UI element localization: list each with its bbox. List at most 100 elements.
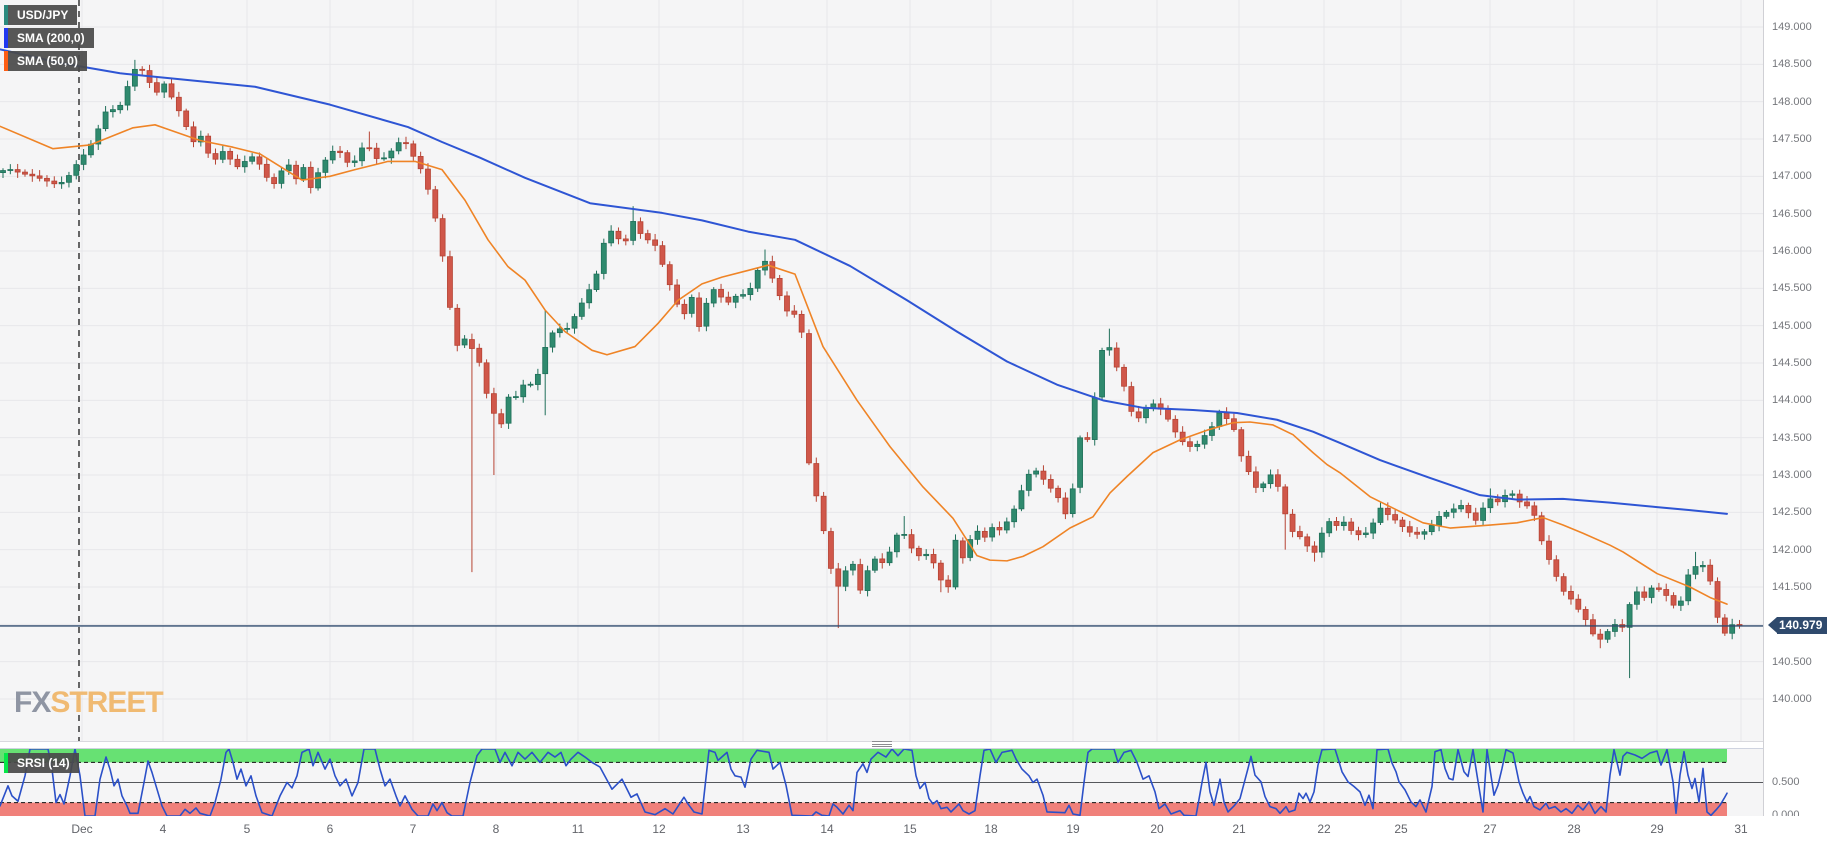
date-axis-label: 22	[1317, 822, 1331, 836]
sma50-badge[interactable]: SMA (50,0)	[4, 51, 87, 71]
candle-body	[1348, 521, 1355, 531]
date-axis-label: 25	[1394, 822, 1408, 836]
price-axis-label: 143.500	[1772, 431, 1812, 444]
sma200-badge[interactable]: SMA (200,0)	[4, 28, 94, 48]
candle-body	[124, 86, 131, 106]
candle-body	[1699, 565, 1706, 568]
price-axis[interactable]: 140.979 149.000 148.500 148.000 147.500 147.…	[1763, 0, 1835, 821]
price-axis-label: 146.000	[1772, 245, 1812, 257]
candle-body	[1421, 531, 1428, 535]
candle-body	[615, 230, 622, 240]
candle-body	[578, 302, 585, 317]
candle-body	[95, 128, 102, 145]
candle-body	[29, 173, 36, 177]
candle-body	[710, 289, 717, 304]
candle-body	[1326, 521, 1333, 534]
candle-body	[1509, 493, 1516, 496]
candle-body	[1099, 350, 1105, 398]
candle-body	[915, 547, 922, 557]
candle-body	[1340, 521, 1347, 527]
candle-body	[1677, 600, 1684, 606]
candle-body	[351, 160, 358, 163]
candle-body	[996, 527, 1003, 531]
candle-body	[1216, 412, 1223, 427]
price-axis-label: 142.000	[1772, 543, 1812, 556]
candle-body	[791, 310, 798, 315]
srsi-axis-label: 0.500	[1772, 775, 1800, 788]
watermark-street: STREET	[50, 686, 163, 719]
candle-body	[278, 170, 285, 184]
date-axis-label: 29	[1650, 822, 1664, 836]
candle-body	[842, 570, 849, 587]
candle-body	[828, 531, 834, 569]
candle-body	[923, 553, 930, 557]
candle-body	[1121, 366, 1127, 387]
candle-body	[117, 104, 124, 111]
candle-body	[161, 83, 168, 93]
candle-body	[359, 147, 365, 162]
candle-body	[1458, 505, 1464, 510]
last-price-badge: 140.979	[1768, 616, 1828, 634]
candle-body	[80, 154, 87, 165]
price-axis-label: 145.500	[1772, 282, 1812, 295]
candle-body	[1055, 487, 1061, 499]
candle-body	[1194, 443, 1201, 447]
candle-body	[1113, 347, 1120, 368]
candle-body	[1040, 470, 1047, 480]
date-axis-label: 18	[984, 822, 998, 836]
srsi-badge[interactable]: SRSI (14)	[4, 753, 79, 773]
candle-body	[1047, 479, 1054, 489]
candle-body	[271, 177, 277, 185]
candle-body	[1414, 531, 1421, 535]
candle-body	[754, 270, 761, 289]
candle-body	[556, 328, 563, 334]
candle-body	[1135, 411, 1142, 419]
candle-body	[644, 233, 651, 241]
candle-body	[666, 264, 673, 286]
candle-body	[14, 169, 21, 173]
candle-body	[1091, 397, 1098, 440]
candle-body	[1296, 531, 1303, 538]
candle-body	[1274, 474, 1281, 487]
candle-body	[1333, 521, 1340, 526]
candle-body	[241, 161, 248, 168]
candle-body	[505, 396, 512, 424]
last-price-value: 140.979	[1777, 616, 1828, 634]
candle-body	[1568, 591, 1574, 600]
candle-body	[1663, 589, 1670, 596]
main-price-pane[interactable]: USD/JPY SMA (200,0) SMA (50,0) FXSTREET	[0, 0, 1763, 742]
sma50-label: SMA (50,0)	[8, 51, 87, 71]
date-axis-label: 14	[820, 822, 834, 836]
date-axis-label: 15	[903, 822, 917, 836]
price-axis-label: 143.000	[1772, 469, 1812, 481]
candle-body	[73, 164, 80, 176]
candle-body	[1179, 431, 1186, 443]
candle-body	[388, 150, 395, 159]
candle-body	[315, 172, 321, 189]
candle-body	[1465, 505, 1472, 514]
candle-body	[1604, 631, 1611, 640]
date-axis-label: 7	[409, 822, 417, 836]
candle-body	[381, 157, 387, 160]
candle-body	[469, 339, 475, 349]
candle-body	[1143, 407, 1149, 419]
candle-body	[1245, 455, 1252, 473]
candle-body	[51, 180, 58, 185]
candle-body	[520, 384, 527, 398]
pane-resize-handle[interactable]	[872, 741, 892, 747]
candle-body	[1084, 437, 1091, 440]
candle-body	[652, 239, 659, 246]
candle-body	[974, 530, 981, 540]
candle-body	[1670, 595, 1677, 606]
date-axis[interactable]: Dec 4 5 6 7 8 11 12 13 14 15 18 19 20 21 22 25 27 28 29 31	[0, 816, 1835, 841]
candle-body	[190, 126, 197, 143]
candle-body	[586, 289, 593, 304]
candle-body	[227, 150, 234, 160]
date-axis-label: 8	[492, 822, 500, 836]
candle-body	[1597, 633, 1604, 640]
price-axis-label: 145.000	[1772, 319, 1812, 332]
symbol-badge[interactable]: USD/JPY	[4, 5, 78, 25]
candle-body	[740, 294, 746, 297]
srsi-indicator-pane[interactable]: SRSI (14)	[0, 748, 1763, 817]
